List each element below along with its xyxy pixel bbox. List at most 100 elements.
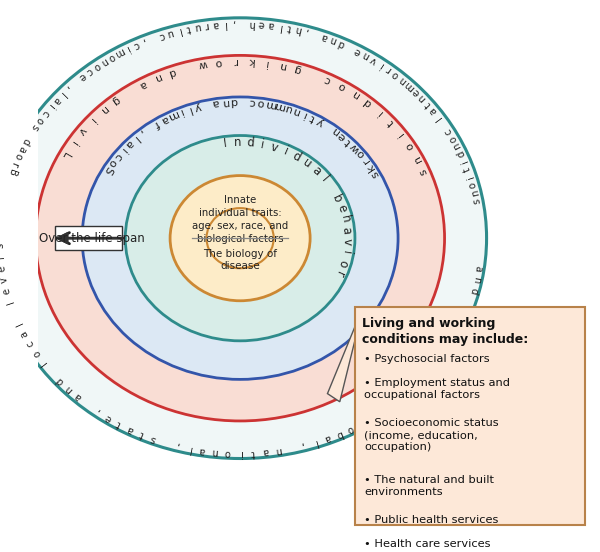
Text: l: l [5,299,16,305]
Text: e: e [1,286,13,295]
Text: o: o [91,60,101,72]
Text: c: c [25,338,36,348]
Text: t: t [115,418,123,429]
Text: c: c [39,108,50,118]
Ellipse shape [35,55,445,421]
Text: o: o [404,141,416,152]
Text: w: w [348,141,362,154]
Text: n: n [350,88,361,100]
Text: l: l [186,104,193,114]
Text: o: o [257,97,265,108]
Text: t: t [185,23,191,34]
Text: l: l [131,133,140,143]
Text: ,: , [301,440,306,450]
Text: i: i [431,358,441,367]
Text: B: B [5,167,17,177]
Text: Over the life span: Over the life span [39,232,145,245]
Text: i: i [339,250,352,255]
Text: v: v [340,238,353,245]
Text: • Employment status and
occupational factors: • Employment status and occupational fac… [364,378,510,400]
Ellipse shape [0,18,487,459]
Text: i: i [88,115,97,124]
Text: t: t [386,118,396,128]
Text: d: d [54,375,66,386]
Text: a: a [123,138,135,150]
Text: I: I [223,137,228,150]
Text: a: a [125,423,135,435]
Text: l: l [318,174,331,185]
Text: n: n [63,383,74,395]
Text: • Public health services: • Public health services [364,515,498,526]
Text: l: l [358,418,365,428]
Text: l: l [58,89,67,98]
Text: d: d [455,148,467,158]
Text: a: a [19,328,31,338]
Text: s: s [149,433,157,444]
Text: u: u [193,22,201,32]
Text: m: m [272,99,285,112]
Text: v: v [368,54,379,65]
Ellipse shape [82,97,398,379]
Text: u: u [300,156,314,171]
Text: d: d [20,136,32,146]
Ellipse shape [170,176,310,301]
Text: ,: , [175,440,180,451]
Text: ,: , [232,18,235,29]
Text: l: l [313,437,318,448]
Text: h: h [293,24,302,35]
Text: i: i [301,109,308,119]
Text: d: d [337,38,346,49]
Text: t: t [138,429,145,439]
Text: n: n [329,124,341,137]
Text: n: n [98,55,109,67]
Text: s: s [370,169,381,179]
Text: s: s [418,167,430,176]
Text: i: i [396,130,406,139]
Text: e: e [103,412,113,423]
Text: v: v [269,140,280,155]
Text: a: a [323,433,332,444]
Text: u: u [283,102,292,114]
Text: l: l [187,443,192,453]
Text: s: s [29,122,40,132]
Text: n: n [291,105,301,116]
Text: a: a [212,98,220,108]
Text: t: t [344,136,353,147]
Text: i: i [265,57,269,67]
Text: r: r [9,160,20,168]
Text: e: e [336,130,348,142]
Text: s: s [0,243,5,248]
Text: • Socioeconomic status
(income, education,
occupation): • Socioeconomic status (income, educatio… [364,418,499,452]
Text: l: l [40,358,49,367]
Text: a: a [199,445,206,456]
Text: S: S [101,164,113,176]
Text: m: m [403,79,416,93]
Text: o: o [337,80,347,92]
Text: c: c [248,97,256,107]
Text: Living and working
conditions may include:: Living and working conditions may includ… [362,317,528,346]
Text: m: m [166,108,180,122]
Text: • Psychosocial factors: • Psychosocial factors [364,354,490,364]
Text: n: n [274,445,282,456]
Text: r: r [361,155,371,165]
Text: b: b [334,428,344,440]
Text: L: L [59,150,71,160]
Text: e: e [334,203,349,214]
Text: n: n [451,141,463,151]
Text: e: e [258,19,265,29]
Text: o: o [455,318,467,327]
Text: i: i [239,448,242,458]
Text: a: a [50,94,62,105]
Text: c: c [157,30,166,41]
Text: n: n [469,189,481,197]
Text: d: d [246,136,254,150]
Text: c: c [131,39,140,50]
Text: a: a [137,78,148,90]
Text: n: n [397,74,408,86]
Text: ,: , [141,36,148,46]
Text: i: i [68,139,78,147]
Text: ,: , [304,26,310,37]
Text: y: y [193,101,203,112]
Text: a: a [262,447,269,457]
Text: o: o [31,348,43,358]
